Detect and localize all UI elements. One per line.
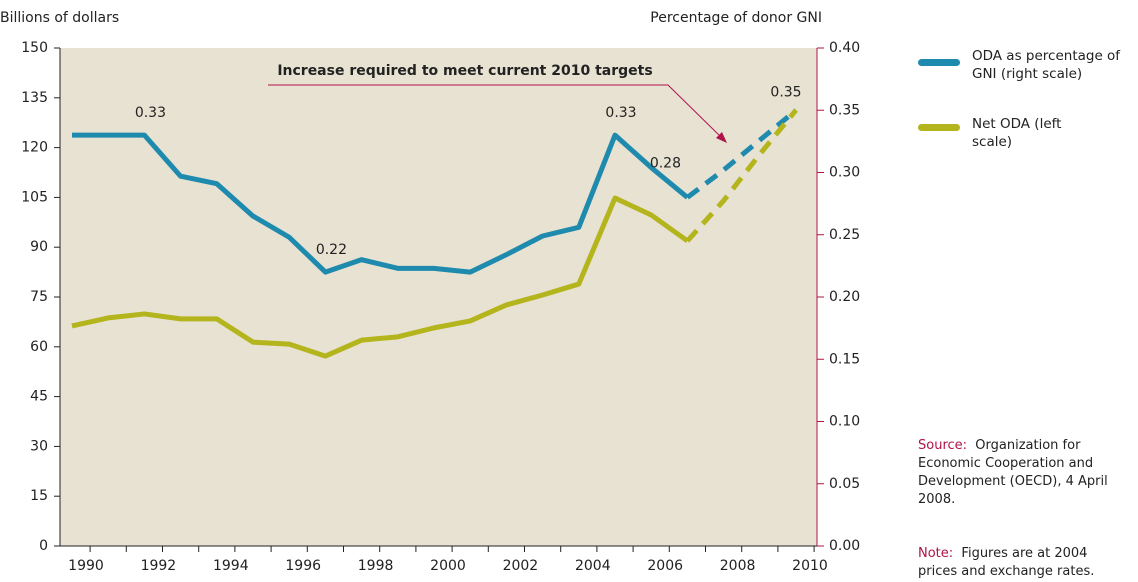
x-tick-label: 2008	[720, 558, 756, 574]
x-tick-label: 2002	[503, 558, 539, 574]
x-tick-label: 2006	[647, 558, 683, 574]
data-label: 0.33	[135, 105, 166, 121]
x-tick-label: 1996	[285, 558, 321, 574]
x-tick-label: 1990	[68, 558, 104, 574]
y2-axis-label: Percentage of donor GNI	[650, 10, 822, 26]
x-tick-label: 2004	[575, 558, 611, 574]
arrow-head	[716, 132, 727, 143]
x-tick-label: 1998	[358, 558, 394, 574]
source-text: Organization for Economic Cooperation an…	[918, 438, 1108, 507]
y-tick-label: 135	[21, 90, 48, 106]
y-tick-label: 30	[30, 438, 48, 454]
plot-area	[60, 48, 817, 546]
y-tick-label: 150	[21, 40, 48, 56]
y-tick-label: 15	[30, 488, 48, 504]
line	[72, 132, 689, 275]
y-tick-label: 75	[30, 289, 48, 305]
note-label: Note:	[918, 546, 954, 561]
y2-tick-label: 0.15	[829, 351, 860, 367]
legend-label: ODA as percentage of GNI (right scale)	[972, 48, 1121, 82]
annotation-arrow	[268, 84, 723, 139]
chart: Billions of dollars Percentage of donor …	[0, 10, 860, 574]
y2-tick-label: 0.35	[829, 102, 860, 118]
y-tick-label: 60	[30, 339, 48, 355]
note-text: Figures are at 2004 prices and exchange …	[918, 546, 1095, 579]
y2-tick-label: 0.25	[829, 227, 860, 243]
y-axis-label: Billions of dollars	[0, 10, 119, 26]
y2-tick-label: 0.10	[829, 414, 860, 430]
y2-tick-label: 0.30	[829, 165, 860, 181]
x-tick-label: 1994	[213, 558, 249, 574]
x-tick-label: 2010	[792, 558, 828, 574]
data-label: 0.33	[605, 105, 636, 121]
data-label: 0.28	[650, 155, 681, 171]
x-tick-label: 1992	[141, 558, 177, 574]
source: Source: Organization for Economic Cooper…	[918, 437, 1130, 509]
annotation: Increase required to meet current 2010 t…	[277, 63, 652, 79]
y-tick-label: 90	[30, 239, 48, 255]
y-tick-label: 45	[30, 389, 48, 405]
x-tick-label: 2000	[430, 558, 466, 574]
source-label: Source:	[918, 438, 968, 453]
legend-swatch	[918, 59, 960, 66]
line	[71, 195, 689, 359]
y2-tick-label: 0.40	[829, 40, 860, 56]
y2-tick-label: 0.05	[829, 476, 860, 492]
legend-swatch	[918, 124, 960, 131]
data-label: 0.35	[770, 84, 801, 100]
y2-tick-label: 0.20	[829, 289, 860, 305]
projected-line	[685, 108, 798, 243]
y-tick-label: 120	[21, 140, 48, 156]
note: Note: Figures are at 2004 prices and exc…	[918, 545, 1130, 581]
legend-label: Net ODA (left scale)	[972, 116, 1062, 150]
y2-tick-label: 0.00	[829, 538, 860, 554]
y-tick-label: 105	[21, 189, 48, 205]
data-label: 0.22	[316, 242, 347, 258]
projected-line	[685, 108, 798, 200]
y-tick-label: 0	[39, 538, 48, 554]
